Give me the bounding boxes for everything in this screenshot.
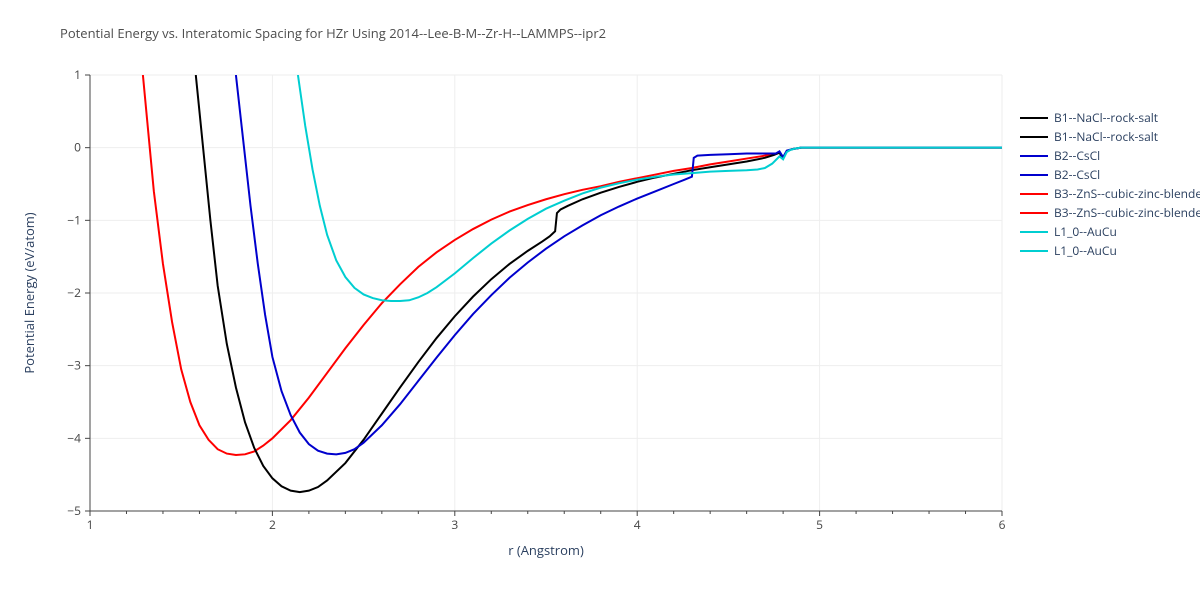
series-line[interactable] [236, 75, 1002, 454]
legend-label: B1--NaCl--rock-salt [1054, 128, 1158, 145]
legend-swatch [1020, 117, 1048, 119]
legend: B1--NaCl--rock-salt B1--NaCl--rock-salt B2… [1020, 108, 1200, 260]
plot-svg[interactable]: 123456−5−4−3−2−101r (Angstrom)Potential … [0, 0, 1200, 600]
x-tick-label: 2 [269, 516, 276, 533]
legend-item[interactable]: B2--CsCl [1020, 165, 1200, 184]
y-tick-label: 1 [74, 66, 81, 83]
y-tick-label: −3 [67, 357, 81, 374]
chart-container: Potential Energy vs. Interatomic Spacing… [0, 0, 1200, 600]
y-axis-label: Potential Energy (eV/atom) [20, 212, 38, 373]
legend-swatch [1020, 174, 1048, 176]
x-tick-label: 3 [451, 516, 458, 533]
x-axis-label: r (Angstrom) [508, 541, 584, 559]
legend-label: B1--NaCl--rock-salt [1054, 109, 1158, 126]
x-tick-label: 4 [634, 516, 641, 533]
series-line[interactable] [298, 75, 1002, 301]
legend-item[interactable]: B1--NaCl--rock-salt [1020, 127, 1200, 146]
y-tick-label: −1 [67, 211, 81, 228]
y-tick-label: 0 [74, 139, 81, 156]
legend-label: B2--CsCl [1054, 166, 1100, 183]
legend-item[interactable]: B1--NaCl--rock-salt [1020, 108, 1200, 127]
legend-item[interactable]: B3--ZnS--cubic-zinc-blende [1020, 203, 1200, 222]
series-line[interactable] [196, 75, 1002, 492]
legend-label: L1_0--AuCu [1054, 223, 1117, 240]
legend-item[interactable]: B2--CsCl [1020, 146, 1200, 165]
y-tick-label: −4 [67, 429, 81, 446]
legend-swatch [1020, 250, 1048, 252]
series-line[interactable] [143, 75, 1002, 455]
legend-swatch [1020, 212, 1048, 214]
legend-label: B3--ZnS--cubic-zinc-blende [1054, 185, 1200, 202]
legend-swatch [1020, 136, 1048, 138]
legend-swatch [1020, 231, 1048, 233]
legend-swatch [1020, 155, 1048, 157]
legend-label: B2--CsCl [1054, 147, 1100, 164]
legend-label: B3--ZnS--cubic-zinc-blende [1054, 204, 1200, 221]
y-tick-label: −5 [67, 502, 81, 519]
x-tick-label: 1 [87, 516, 94, 533]
legend-item[interactable]: L1_0--AuCu [1020, 222, 1200, 241]
legend-label: L1_0--AuCu [1054, 242, 1117, 259]
legend-swatch [1020, 193, 1048, 195]
x-tick-label: 6 [999, 516, 1006, 533]
x-tick-label: 5 [816, 516, 823, 533]
y-tick-label: −2 [67, 284, 81, 301]
legend-item[interactable]: B3--ZnS--cubic-zinc-blende [1020, 184, 1200, 203]
legend-item[interactable]: L1_0--AuCu [1020, 241, 1200, 260]
